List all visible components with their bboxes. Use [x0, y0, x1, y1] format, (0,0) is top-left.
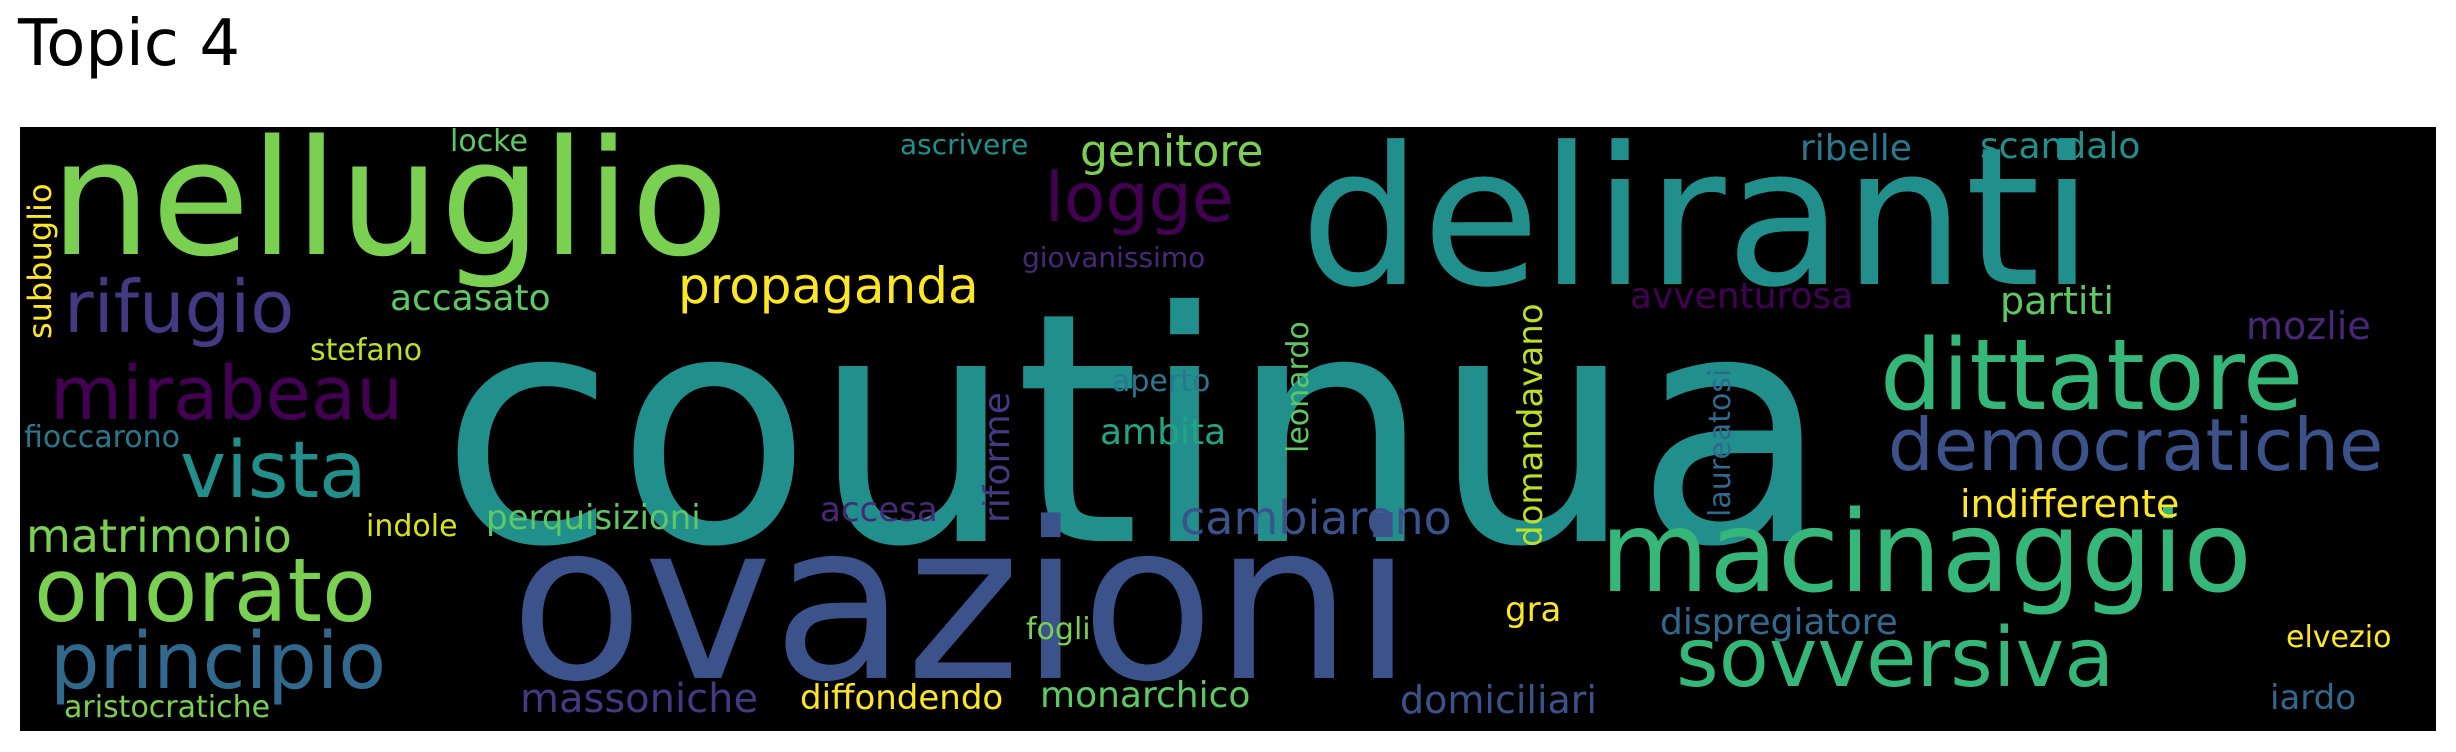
word-aristocratiche: aristocratiche	[64, 690, 271, 725]
word-accasato: accasato	[390, 278, 551, 319]
word-principio: principio	[50, 617, 387, 707]
word-nelluglio: nelluglio	[50, 127, 729, 292]
word-vista: vista	[180, 426, 367, 516]
word-genitore: genitore	[1080, 127, 1264, 177]
word-onorato: onorato	[34, 539, 376, 642]
word-deliranti: deliranti	[1300, 127, 2094, 330]
word-locke: locke	[450, 127, 528, 159]
word-avventurosa: avventurosa	[1630, 276, 1854, 317]
word-sovversiva: sovversiva	[1676, 611, 2115, 706]
word-riforme: riforme	[977, 392, 1018, 523]
word-matrimonio: matrimonio	[26, 509, 292, 563]
word-elvezio: elvezio	[2286, 620, 2392, 655]
word-aperto: aperto	[1112, 364, 1211, 399]
word-macinaggio: macinaggio	[1600, 488, 2252, 618]
word-dittatore: dittatore	[1880, 319, 2304, 433]
word-ovazioni: ovazioni	[510, 477, 1414, 730]
figure-title: Topic 4	[18, 7, 241, 81]
word-partiti: partiti	[2000, 279, 2114, 323]
word-iardo: iardo	[2270, 678, 2357, 718]
word-indole: indole	[366, 509, 458, 544]
word-fogli: fogli	[1026, 612, 1091, 647]
word-domiciliari: domiciliari	[1400, 678, 1597, 722]
word-gra: gra	[1505, 590, 1562, 630]
word-mirabeau: mirabeau	[50, 351, 404, 437]
word-laureatosi: laureatosi	[1703, 368, 1738, 517]
word-rifugio: rifugio	[64, 265, 295, 349]
word-stefano: stefano	[310, 333, 423, 368]
word-cambiarono: cambiarono	[1180, 491, 1452, 545]
word-logge: logge	[1045, 159, 1234, 238]
word-perquisizioni: perquisizioni	[486, 498, 701, 538]
word-cloud: coutinua ovazioni deliranti nelluglio ma…	[20, 127, 2436, 731]
word-ribelle: ribelle	[1800, 128, 1912, 169]
word-scandalo: scandalo	[1980, 127, 2141, 167]
word-ambita: ambita	[1100, 412, 1227, 453]
word-ascrivere: ascrivere	[900, 128, 1029, 161]
word-giovanissimo: giovanissimo	[1022, 241, 1206, 274]
word-indifferente: indifferente	[1960, 482, 2180, 526]
word-subbuglio: subbuglio	[21, 183, 59, 339]
word-coutinua: coutinua	[440, 245, 1831, 617]
word-dispregiatore: dispregiatore	[1660, 602, 1898, 643]
word-accesa: accesa	[820, 490, 938, 530]
word-diffondendo: diffondendo	[800, 678, 1004, 718]
word-fioccarono: fioccarono	[24, 420, 181, 455]
word-domandavano: domandavano	[1511, 303, 1551, 547]
word-propaganda: propaganda	[678, 257, 979, 315]
word-democratiche: democratiche	[1888, 403, 2384, 487]
word-mozlie: mozlie	[2246, 304, 2371, 348]
word-massoniche: massoniche	[520, 676, 759, 722]
word-monarchico: monarchico	[1040, 675, 1251, 716]
word-leonardo: leonardo	[1281, 321, 1316, 453]
